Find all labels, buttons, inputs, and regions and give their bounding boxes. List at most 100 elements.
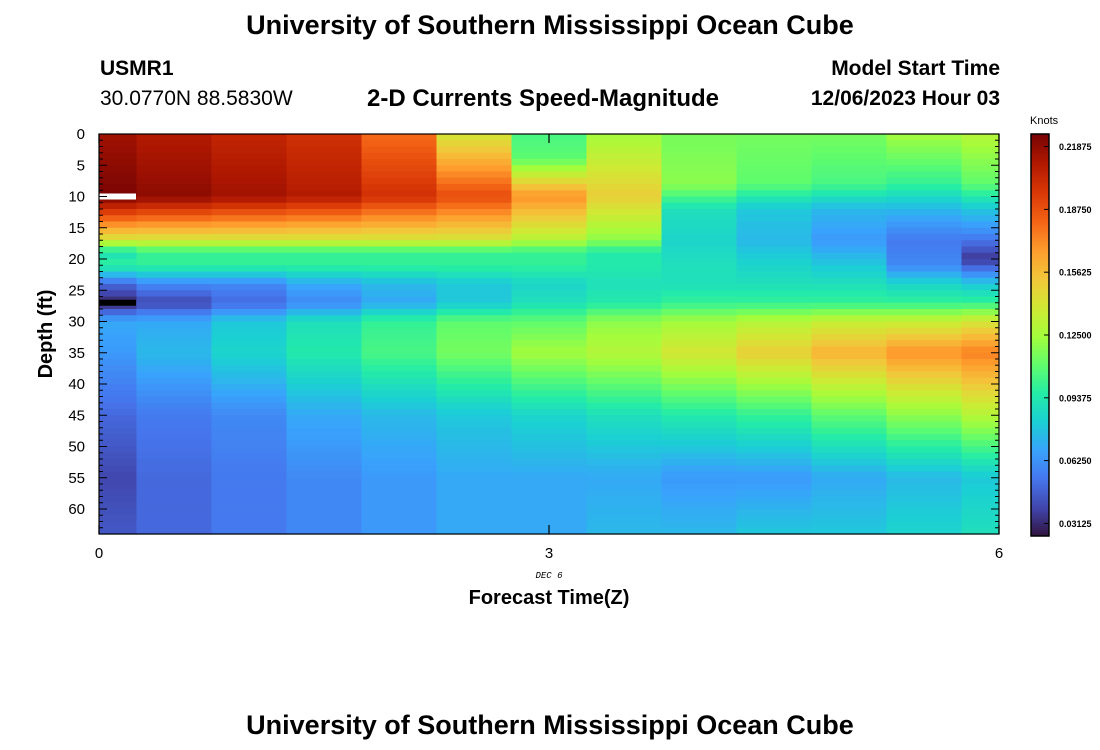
heatmap-cell	[661, 134, 738, 141]
heatmap-cell	[811, 202, 888, 210]
heatmap-cell	[211, 509, 288, 516]
colorbar-swatch	[1031, 399, 1049, 402]
heatmap-cell	[511, 402, 588, 410]
heatmap-cell	[811, 290, 888, 298]
heatmap-cell	[136, 259, 213, 266]
heatmap-cell	[511, 452, 588, 460]
heatmap-cell	[136, 165, 213, 173]
heatmap-cell	[436, 484, 513, 491]
heatmap-cell	[211, 365, 288, 373]
heatmap-cell	[211, 434, 288, 441]
heatmap-cell	[436, 290, 513, 298]
heatmap-cell	[136, 490, 213, 498]
heatmap-cell	[736, 277, 813, 285]
heatmap-cell	[961, 134, 1000, 141]
colorbar-swatch	[1031, 461, 1049, 465]
heatmap-cell	[361, 371, 438, 379]
heatmap-cell	[811, 215, 888, 223]
heatmap-cell	[211, 252, 288, 260]
heatmap-cell	[99, 202, 138, 210]
heatmap-cell	[511, 240, 588, 248]
heatmap-cell	[661, 227, 738, 235]
heatmap-cell	[586, 377, 663, 385]
heatmap-cell	[511, 202, 588, 210]
heatmap-cell	[286, 359, 363, 366]
heatmap-cell	[99, 315, 138, 323]
heatmap-cell	[286, 527, 363, 535]
heatmap-cell	[286, 234, 363, 241]
heatmap-cell	[736, 184, 813, 191]
colorbar-swatch	[1031, 270, 1049, 274]
heatmap-cell	[436, 477, 513, 485]
heatmap-cell	[661, 371, 738, 379]
heatmap-cell	[211, 177, 288, 185]
heatmap-cell	[586, 352, 663, 360]
heatmap-cell	[886, 346, 963, 354]
colorbar-swatch	[1031, 204, 1049, 207]
colorbar-swatch	[1031, 234, 1049, 238]
heatmap-cell	[961, 190, 1000, 198]
heatmap-cell	[361, 196, 438, 204]
heatmap-cell	[99, 271, 138, 279]
heatmap-cell	[99, 452, 138, 460]
heatmap-cell	[136, 284, 213, 291]
heatmap-cell	[211, 446, 288, 454]
heatmap-cell	[361, 302, 438, 310]
heatmap-cell	[436, 365, 513, 373]
colorbar-swatch	[1031, 423, 1049, 426]
colorbar-swatch	[1031, 483, 1049, 487]
heatmap-cell	[99, 146, 138, 154]
colorbar-swatch	[1031, 491, 1049, 495]
heatmap-cell	[586, 346, 663, 354]
heatmap-cell	[99, 246, 138, 254]
colorbar-swatch	[1031, 453, 1049, 457]
colorbar-tick-label: 0.03125	[1059, 519, 1092, 529]
heatmap-cell	[99, 259, 138, 266]
heatmap-cell	[736, 502, 813, 510]
colorbar-swatch	[1031, 419, 1049, 422]
colorbar-swatch	[1031, 351, 1049, 354]
heatmap-cell	[361, 521, 438, 529]
heatmap-cell	[286, 227, 363, 235]
heatmap-cell	[811, 309, 888, 316]
heatmap-cell	[886, 202, 963, 210]
heatmap-cell	[811, 240, 888, 248]
colorbar-swatch	[1031, 244, 1049, 248]
colorbar-swatch	[1031, 379, 1049, 382]
heatmap-cell	[886, 409, 963, 416]
depth-line-marker	[99, 299, 136, 306]
heatmap-cell	[661, 284, 738, 291]
colorbar-swatch	[1031, 232, 1049, 235]
heatmap-cell	[286, 134, 363, 141]
heatmap-cell	[811, 477, 888, 485]
heatmap-cell	[736, 190, 813, 198]
heatmap-cell	[661, 196, 738, 204]
heatmap-cell	[961, 409, 1000, 416]
heatmap-cell	[586, 271, 663, 279]
heatmap-cell	[661, 290, 738, 298]
heatmap-cell	[361, 365, 438, 373]
heatmap-cell	[736, 396, 813, 404]
heatmap-cell	[136, 365, 213, 373]
heatmap-cell	[886, 402, 963, 410]
colorbar-swatch	[1031, 403, 1049, 406]
colorbar-swatch	[1031, 278, 1049, 282]
heatmap-cell	[436, 465, 513, 473]
heatmap-cell	[886, 490, 963, 498]
heatmap-cell	[886, 215, 963, 223]
heatmap-cell	[811, 184, 888, 191]
heatmap-cell	[736, 390, 813, 398]
heatmap-cell	[811, 521, 888, 529]
heatmap-cell	[436, 215, 513, 223]
heatmap-cell	[736, 240, 813, 248]
y-tick-label: 0	[77, 126, 85, 143]
heatmap-cell	[511, 484, 588, 491]
heatmap-cell	[886, 427, 963, 435]
heatmap-cell	[961, 352, 1000, 360]
colorbar-swatch	[1031, 330, 1049, 334]
heatmap-cell	[99, 477, 138, 485]
heatmap-cell	[736, 340, 813, 348]
heatmap-cell	[286, 502, 363, 510]
heatmap-cell	[99, 140, 138, 148]
heatmap-cell	[286, 327, 363, 335]
